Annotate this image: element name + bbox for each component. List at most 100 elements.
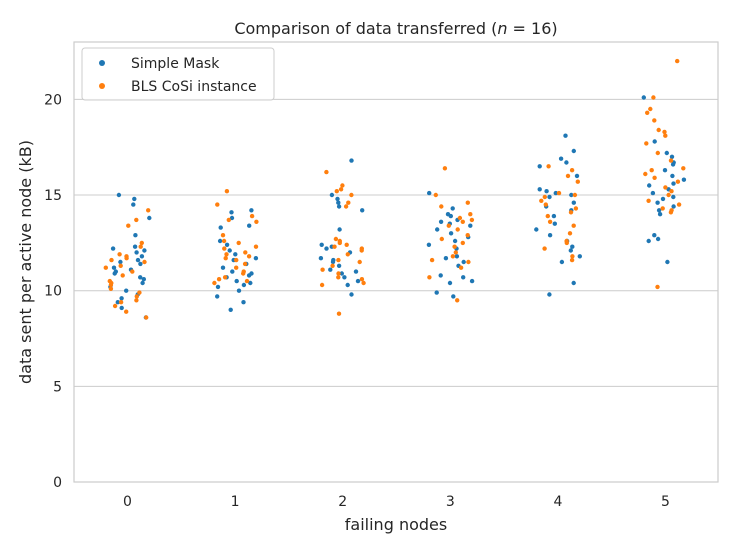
point-bls-cosi — [656, 127, 661, 133]
point-simple-mask — [547, 292, 552, 297]
point-bls-cosi — [565, 173, 571, 179]
point-bls-cosi — [458, 265, 464, 270]
point-simple-mask — [253, 256, 259, 261]
point-simple-mask — [141, 277, 146, 282]
y-tick-label: 20 — [44, 92, 62, 108]
point-simple-mask — [116, 192, 122, 198]
legend: Simple Mask BLS CoSi instance — [81, 47, 275, 101]
point-bls-cosi — [345, 252, 350, 257]
legend-label-simple-mask: Simple Mask — [131, 56, 220, 72]
point-bls-cosi — [222, 246, 227, 251]
point-simple-mask — [241, 300, 246, 305]
point-simple-mask — [660, 196, 666, 202]
legend-box — [81, 47, 275, 101]
point-simple-mask — [133, 233, 138, 238]
point-bls-cosi — [244, 278, 250, 284]
point-bls-cosi — [346, 200, 351, 205]
y-axis-label: data sent per active node (kB) — [16, 140, 35, 384]
point-bls-cosi — [539, 198, 544, 203]
point-bls-cosi — [676, 202, 682, 207]
point-bls-cosi — [542, 194, 547, 200]
point-bls-cosi — [226, 217, 231, 223]
point-bls-cosi — [134, 294, 139, 299]
point-simple-mask — [671, 194, 676, 200]
point-bls-cosi — [144, 315, 149, 320]
point-bls-cosi — [357, 259, 362, 265]
point-bls-cosi — [343, 204, 349, 209]
point-bls-cosi — [333, 236, 339, 242]
point-simple-mask — [665, 259, 670, 265]
point-bls-cosi — [439, 204, 444, 209]
point-bls-cosi — [332, 244, 337, 249]
point-bls-cosi — [547, 219, 553, 224]
point-bls-cosi — [663, 133, 668, 138]
point-simple-mask — [139, 254, 145, 259]
point-simple-mask — [138, 261, 143, 267]
point-bls-cosi — [334, 189, 339, 194]
point-simple-mask — [454, 254, 460, 259]
x-tick-label: 2 — [338, 494, 347, 510]
point-bls-cosi — [108, 282, 114, 288]
point-simple-mask — [119, 296, 124, 301]
x-axis-label: failing nodes — [345, 515, 447, 534]
point-simple-mask — [426, 242, 432, 247]
point-simple-mask — [147, 215, 152, 221]
point-bls-cosi — [465, 233, 470, 238]
point-bls-cosi — [319, 282, 325, 288]
point-bls-cosi — [112, 303, 118, 309]
point-bls-cosi — [429, 257, 435, 263]
point-bls-cosi — [340, 183, 345, 188]
point-bls-cosi — [138, 244, 143, 249]
point-simple-mask — [319, 242, 324, 247]
point-simple-mask — [434, 290, 439, 295]
point-bls-cosi — [118, 263, 123, 268]
plot-frame — [73, 41, 719, 483]
point-bls-cosi — [221, 238, 227, 244]
point-simple-mask — [230, 269, 235, 274]
point-simple-mask — [360, 208, 365, 213]
point-bls-cosi — [646, 198, 651, 203]
point-bls-cosi — [124, 309, 129, 314]
point-simple-mask — [655, 200, 660, 205]
point-bls-cosi — [460, 240, 465, 246]
point-bls-cosi — [571, 223, 576, 228]
point-simple-mask — [112, 271, 117, 276]
point-bls-cosi — [215, 202, 220, 207]
point-bls-cosi — [668, 158, 674, 163]
point-bls-cosi — [542, 246, 547, 251]
point-bls-cosi — [468, 212, 473, 217]
point-simple-mask — [544, 189, 549, 194]
point-simple-mask — [247, 223, 252, 228]
point-simple-mask — [469, 278, 475, 284]
point-bls-cosi — [109, 257, 114, 263]
point-bls-cosi — [134, 217, 139, 223]
point-bls-cosi — [545, 213, 550, 219]
point-simple-mask — [647, 183, 652, 188]
x-tick-labels: 0 1 2 3 4 5 — [123, 494, 670, 510]
point-simple-mask — [461, 275, 466, 280]
point-simple-mask — [564, 160, 569, 165]
point-simple-mask — [337, 227, 342, 232]
point-bls-cosi — [651, 95, 656, 100]
point-simple-mask — [435, 227, 440, 232]
point-simple-mask — [534, 227, 539, 232]
legend-label-bls-cosi: BLS CoSi instance — [131, 79, 257, 95]
point-simple-mask — [353, 269, 359, 274]
point-simple-mask — [246, 273, 252, 278]
point-simple-mask — [448, 213, 453, 219]
point-simple-mask — [569, 192, 574, 198]
point-bls-cosi — [442, 166, 448, 171]
point-simple-mask — [336, 263, 342, 268]
point-simple-mask — [349, 292, 354, 297]
point-bls-cosi — [427, 275, 432, 280]
point-simple-mask — [142, 248, 147, 253]
point-bls-cosi — [243, 250, 248, 255]
point-simple-mask — [670, 173, 675, 179]
point-simple-mask — [345, 282, 350, 288]
data-points — [103, 58, 687, 320]
point-bls-cosi — [336, 271, 341, 276]
point-bls-cosi — [216, 277, 222, 282]
point-bls-cosi — [234, 265, 239, 270]
point-simple-mask — [427, 190, 432, 196]
y-tick-label: 5 — [53, 379, 62, 395]
